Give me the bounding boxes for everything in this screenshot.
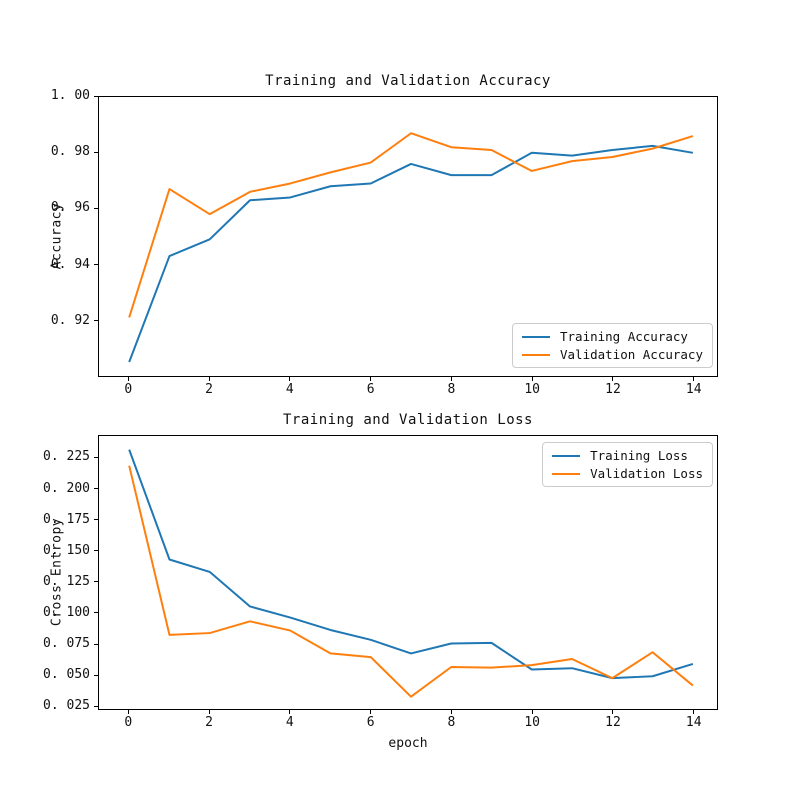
accuracy-y-tick-mark (94, 320, 98, 322)
loss-y-tick-mark (94, 456, 98, 458)
accuracy-line-series (128, 132, 694, 363)
legend-label: Validation Loss (590, 466, 703, 481)
loss-x-tick-mark (289, 710, 291, 714)
accuracy-x-tick-label: 10 (524, 382, 541, 397)
accuracy-x-tick-label: 0 (124, 382, 133, 397)
legend-line-sample (552, 472, 581, 475)
accuracy-line-validation-accuracy (128, 132, 694, 318)
accuracy-x-tick-label: 6 (366, 382, 375, 397)
loss-x-tick-mark (208, 710, 210, 714)
accuracy-x-tick-mark (531, 377, 533, 381)
loss-x-tick-mark (531, 710, 533, 714)
accuracy-x-tick-label: 8 (447, 382, 456, 397)
loss-x-tick-label: 12 (605, 715, 621, 730)
loss-y-tick-mark (94, 488, 98, 489)
loss-y-tick-mark (94, 519, 98, 521)
loss-y-tick-label: 0. 200 (43, 480, 90, 496)
loss-y-tick-mark (94, 581, 98, 583)
loss-y-tick-label: 0. 125 (43, 573, 90, 589)
loss-line-series (128, 449, 694, 698)
loss-y-tick-mark (94, 643, 98, 645)
legend-entry: Validation Accuracy (522, 347, 703, 362)
accuracy-x-tick-mark (208, 377, 210, 381)
accuracy-chart-title: Training and Validation Accuracy (265, 73, 551, 89)
legend-entry: Validation Loss (552, 466, 703, 481)
loss-y-tick-mark (94, 550, 98, 552)
accuracy-y-tick-label: 0. 98 (50, 144, 90, 160)
loss-y-tick-mark (94, 674, 98, 676)
accuracy-x-tick-label: 2 (205, 382, 213, 397)
accuracy-y-tick-mark (94, 151, 98, 153)
legend-line-sample (522, 353, 550, 356)
accuracy-x-tick-label: 4 (285, 382, 294, 397)
loss-x-tick-label: 8 (447, 715, 456, 730)
accuracy-y-tick-mark (94, 207, 98, 209)
accuracy-y-tick-label: 0. 94 (50, 256, 90, 272)
loss-x-tick-label: 0 (124, 715, 133, 730)
legend-line-sample (552, 454, 581, 457)
loss-plot-area: Training Loss Validation Loss (98, 435, 718, 710)
loss-x-tick-label: 14 (685, 715, 702, 730)
loss-y-tick-label: 0. 075 (43, 636, 90, 652)
loss-line-training-loss (128, 449, 694, 680)
loss-y-tick-label: 0. 150 (43, 542, 90, 558)
loss-x-tick-mark (612, 710, 614, 714)
legend-entry: Training Loss (552, 448, 703, 463)
loss-y-tick-label: 0. 225 (43, 449, 90, 465)
accuracy-y-tick-label: 0. 96 (50, 200, 90, 216)
legend-label: Training Accuracy (560, 329, 688, 344)
accuracy-y-tick-label: 1. 00 (50, 88, 90, 103)
loss-y-tick-label: 0. 050 (43, 667, 90, 683)
loss-x-tick-mark (370, 710, 372, 714)
loss-x-tick-label: 10 (524, 715, 541, 730)
loss-x-tick-label: 4 (285, 715, 294, 730)
loss-y-tick-label: 0. 175 (43, 511, 90, 527)
loss-x-tick-mark (693, 710, 695, 714)
accuracy-y-tick-label: 0. 92 (50, 312, 90, 328)
loss-y-tick-mark (94, 612, 98, 614)
accuracy-x-tick-label: 14 (685, 382, 702, 397)
loss-x-tick-label: 2 (205, 715, 213, 730)
loss-x-axis-label: epoch (388, 736, 428, 751)
legend-label: Training Loss (590, 448, 688, 463)
loss-legend: Training Loss Validation Loss (542, 442, 713, 487)
loss-x-tick-mark (127, 710, 129, 714)
accuracy-x-tick-label: 12 (605, 382, 621, 397)
loss-y-tick-label: 0. 025 (43, 698, 90, 714)
accuracy-x-tick-mark (612, 377, 614, 381)
accuracy-plot-area: Training Accuracy Validation Accuracy (98, 96, 718, 377)
accuracy-x-tick-mark (127, 377, 129, 381)
accuracy-y-tick-mark (94, 95, 98, 97)
legend-label: Validation Accuracy (560, 347, 703, 362)
accuracy-line-training-accuracy (128, 144, 694, 363)
loss-x-tick-mark (450, 710, 452, 714)
accuracy-legend: Training Accuracy Validation Accuracy (512, 323, 713, 368)
accuracy-x-tick-mark (370, 377, 372, 381)
loss-y-tick-mark (94, 705, 98, 707)
accuracy-x-tick-mark (450, 377, 452, 381)
accuracy-x-tick-mark (693, 377, 695, 381)
loss-chart-title: Training and Validation Loss (282, 412, 533, 428)
loss-line-validation-loss (128, 465, 694, 698)
loss-x-tick-label: 6 (366, 715, 375, 730)
accuracy-x-tick-mark (289, 377, 291, 381)
loss-y-tick-label: 0. 100 (43, 604, 90, 620)
accuracy-y-tick-mark (94, 264, 98, 266)
legend-line-sample (522, 335, 550, 338)
legend-entry: Training Accuracy (522, 329, 703, 344)
